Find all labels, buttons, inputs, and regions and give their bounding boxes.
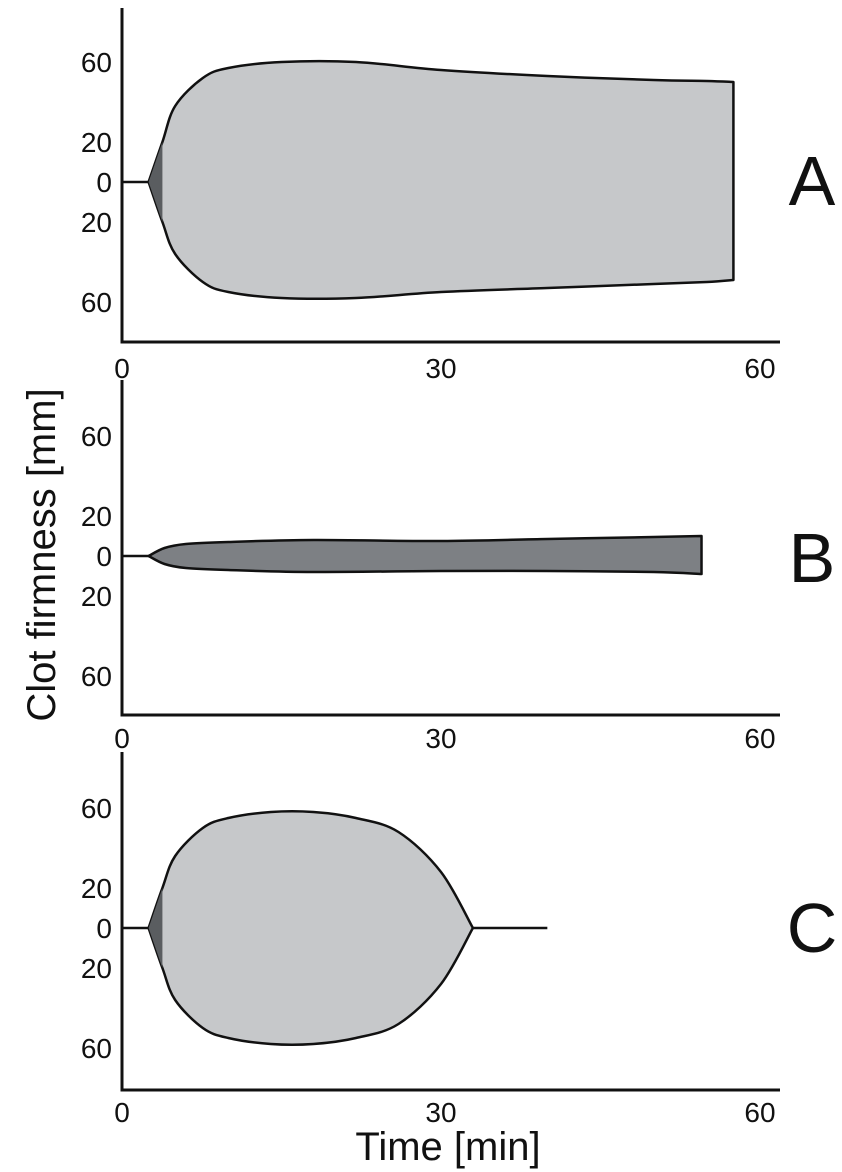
- y-tick-label: 60: [81, 287, 112, 318]
- x-tick-label: 60: [744, 353, 775, 384]
- early-segment: [148, 888, 163, 968]
- y-tick-label: 20: [81, 207, 112, 238]
- panel-letter: A: [789, 142, 836, 220]
- panel-c: 60 20 0 20 60 0 30 60 C: [81, 752, 837, 1128]
- clot-shape: [147, 59, 735, 300]
- x-tick-label: 30: [425, 353, 456, 384]
- clot-shape: [147, 534, 703, 576]
- x-tick-label: 0: [114, 1097, 130, 1128]
- x-tick-label: 0: [114, 353, 130, 384]
- y-tick-label: 20: [81, 953, 112, 984]
- y-tick-label: 60: [81, 661, 112, 692]
- x-tick-label: 0: [114, 723, 130, 754]
- panel-a: 60 20 0 20 60 0 30 60 A: [81, 8, 836, 384]
- x-tick-label: 60: [744, 723, 775, 754]
- y-tick-label: 0: [96, 541, 112, 572]
- early-segment: [148, 142, 163, 222]
- y-tick-label: 60: [81, 1033, 112, 1064]
- y-tick-label: 20: [81, 581, 112, 612]
- panel-letter: C: [787, 889, 838, 967]
- x-tick-label: 30: [425, 1097, 456, 1128]
- y-axis-title: Clot firmness [mm]: [20, 388, 64, 721]
- clot-shape: [147, 810, 475, 1046]
- panel-letter: B: [789, 519, 836, 597]
- y-tick-label: 0: [96, 167, 112, 198]
- y-tick-label: 60: [81, 421, 112, 452]
- y-tick-label: 60: [81, 793, 112, 824]
- y-tick-label: 20: [81, 873, 112, 904]
- x-tick-label: 30: [425, 723, 456, 754]
- x-tick-label: 60: [744, 1097, 775, 1128]
- y-tick-label: 0: [96, 913, 112, 944]
- y-tick-label: 60: [81, 47, 112, 78]
- y-tick-label: 20: [81, 127, 112, 158]
- y-tick-label: 20: [81, 501, 112, 532]
- x-axis-title: Time [min]: [355, 1125, 540, 1169]
